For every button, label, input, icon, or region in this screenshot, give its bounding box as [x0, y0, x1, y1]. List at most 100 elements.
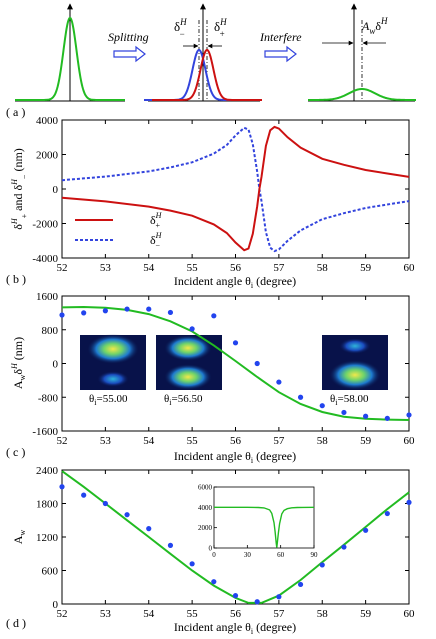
x-tick-label: 58	[317, 262, 329, 274]
inset-x-tick-label: 60	[277, 551, 285, 559]
inset-caption: θi=58.00	[330, 393, 369, 407]
data-point	[81, 310, 87, 316]
data-point	[167, 542, 174, 548]
interference-gaussian	[308, 88, 416, 101]
data-point	[319, 562, 325, 568]
y-tick-label: 1800	[36, 499, 59, 511]
delta-minus-label: δH −	[174, 17, 187, 39]
inset-x-tick-label: 0	[212, 551, 216, 559]
data-point	[363, 413, 369, 419]
interfere-arrow: Interfere	[259, 30, 302, 63]
data-point	[102, 308, 108, 314]
x-tick-label: 57	[273, 608, 285, 620]
y-tick-label: 600	[42, 566, 59, 578]
series-layer	[59, 470, 412, 605]
data-point	[319, 403, 325, 409]
axis-ticks: 52 53 54 55 56 57 58 59 60 -1600 -800 0 800 1600	[32, 291, 415, 447]
initial-gaussian-curve	[15, 16, 125, 101]
y-axis-label: AwδH (nm)	[10, 337, 27, 389]
x-tick-label: 52	[57, 262, 68, 274]
panel-a: Splitting δH − δH + Interfere	[6, 3, 416, 119]
x-tick-label: 53	[100, 262, 112, 274]
y-tick-label: 0	[53, 359, 59, 371]
inset-y-tick-label: 2000	[198, 524, 213, 532]
series-layer	[61, 125, 410, 253]
y-tick-label: 0	[53, 599, 59, 611]
upper-beam-spot	[87, 334, 139, 364]
x-tick-label: 56	[230, 262, 242, 274]
panel-a-interference: AwδH	[308, 3, 416, 102]
data-point	[341, 409, 347, 416]
data-point	[124, 512, 130, 518]
y-tick-label: -800	[38, 392, 59, 404]
y-tick-label: 800	[42, 325, 59, 337]
x-tick-label: 60	[404, 608, 416, 620]
x-tick-label: 59	[360, 262, 372, 274]
interfere-label: Interfere	[259, 30, 302, 44]
data-point	[146, 306, 152, 312]
x-tick-label: 60	[404, 262, 416, 274]
legend-entry-delta-minus: δH −	[150, 231, 163, 250]
x-tick-label: 58	[317, 608, 329, 620]
series-layer	[59, 305, 412, 421]
data-point	[59, 484, 65, 490]
data-point	[211, 579, 217, 585]
data-point	[254, 599, 260, 605]
y-tick-label: 0	[53, 184, 59, 196]
legend-entry-delta-plus: δH +	[150, 211, 163, 230]
data-point	[341, 544, 347, 550]
x-axis-label: Incident angle θi (degree)	[174, 274, 296, 290]
y-tick-label: -1600	[32, 426, 58, 438]
data-point	[102, 500, 108, 507]
panel-c: 52 53 54 55 56 57 58 59 60 -1600 -800 0 800 1600 θi=5…	[6, 291, 415, 465]
splitting-arrow: Splitting	[108, 30, 149, 63]
inset-x-tick-label: 30	[244, 551, 252, 559]
panel-d-label: ( d )	[6, 616, 26, 630]
data-point	[232, 340, 239, 346]
y-tick-label: -4000	[32, 253, 58, 265]
inset-caption: θi=55.00	[89, 393, 128, 407]
y-tick-label: 1200	[36, 532, 59, 544]
inset-x-tick-label: 90	[311, 551, 319, 559]
inset-caption: θi=56.50	[164, 393, 203, 407]
data-point	[189, 326, 195, 332]
inset-beam-image-3: θi=58.00	[322, 335, 388, 407]
x-tick-label: 54	[143, 262, 155, 274]
data-point	[406, 412, 412, 418]
panel-c-label: ( c )	[6, 445, 25, 459]
plot-frame	[61, 119, 410, 259]
x-tick-label: 55	[187, 608, 199, 620]
panel-a-split-beams: δH − δH +	[144, 3, 262, 102]
inset-layer: 0 30 60 90 0 2000 4000 6000	[198, 484, 318, 560]
data-point	[363, 527, 369, 533]
x-tick-label: 53	[100, 608, 112, 620]
inset-y-tick-label: 4000	[198, 504, 213, 512]
splitting-arrow-icon	[113, 45, 146, 63]
series-line-delta-plus	[61, 125, 410, 252]
x-tick-label: 54	[143, 435, 155, 447]
aw-delta-label: AwδH	[361, 16, 388, 36]
data-point	[189, 561, 195, 567]
panel-a-initial-beam	[15, 3, 125, 102]
data-point	[406, 499, 412, 505]
upper-beam-spot	[339, 338, 371, 354]
delta-plus-label: δH +	[214, 17, 227, 39]
inset-beam-image-1: θi=55.00	[80, 334, 146, 407]
data-point	[384, 510, 390, 517]
inset-transmission-plot: 0 30 60 90 0 2000 4000 6000	[198, 484, 318, 560]
inset-frame	[213, 486, 315, 549]
x-tick-label: 60	[404, 435, 416, 447]
y-tick-label: -2000	[32, 219, 58, 231]
fit-curve	[61, 470, 410, 604]
data-point	[81, 492, 87, 498]
data-point	[211, 313, 217, 319]
upper-beam-spot	[164, 335, 212, 361]
x-tick-label: 56	[230, 435, 242, 447]
x-tick-label: 58	[317, 435, 329, 447]
inset-curve	[214, 506, 315, 548]
y-axis-label: Aw	[11, 530, 27, 545]
x-tick-label: 59	[360, 608, 372, 620]
interfere-arrow-icon	[264, 45, 297, 63]
x-tick-label: 52	[57, 608, 68, 620]
